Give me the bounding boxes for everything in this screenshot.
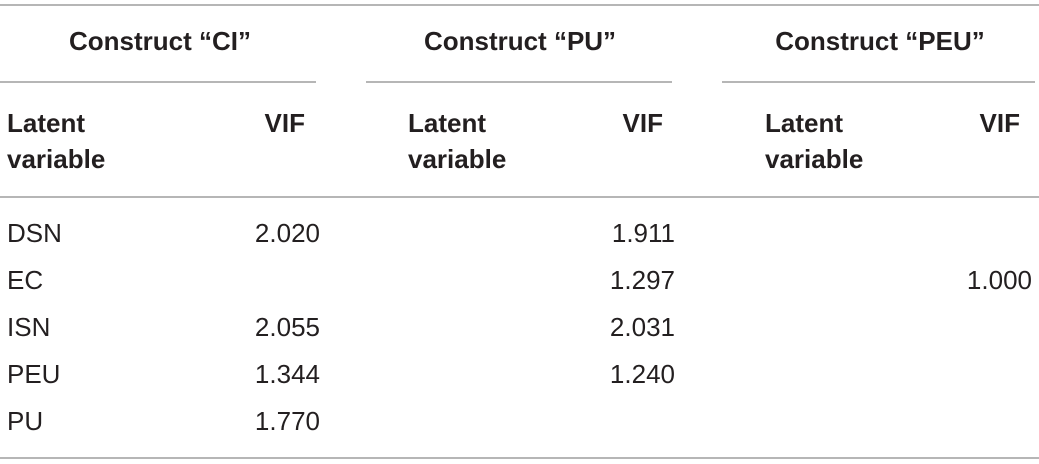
row-label: PU (7, 406, 43, 436)
cell-value: 1.000 (967, 265, 1032, 295)
group-header: Construct “CI” (69, 26, 251, 56)
row-label: DSN (7, 218, 62, 248)
cell-value: 2.031 (610, 312, 675, 342)
column-header: Latent (7, 108, 85, 138)
column-header: variable (408, 144, 506, 174)
cell-value: 2.020 (255, 218, 320, 248)
column-header: VIF (623, 108, 663, 138)
column-header: Latent (408, 108, 486, 138)
cell-value: 2.055 (255, 312, 320, 342)
cell-value: 1.770 (255, 406, 320, 436)
row-label: PEU (7, 359, 60, 389)
column-header: VIF (265, 108, 305, 138)
column-header: variable (7, 144, 105, 174)
group-header: Construct “PEU” (775, 26, 984, 56)
row-label: EC (7, 265, 43, 295)
cell-value: 1.344 (255, 359, 320, 389)
column-header: VIF (980, 108, 1020, 138)
cell-value: 1.911 (612, 218, 675, 248)
group-header: Construct “PU” (424, 26, 616, 56)
cell-value: 1.240 (610, 359, 675, 389)
column-header: Latent (765, 108, 843, 138)
cell-value: 1.297 (610, 265, 675, 295)
column-header: variable (765, 144, 863, 174)
row-label: ISN (7, 312, 50, 342)
